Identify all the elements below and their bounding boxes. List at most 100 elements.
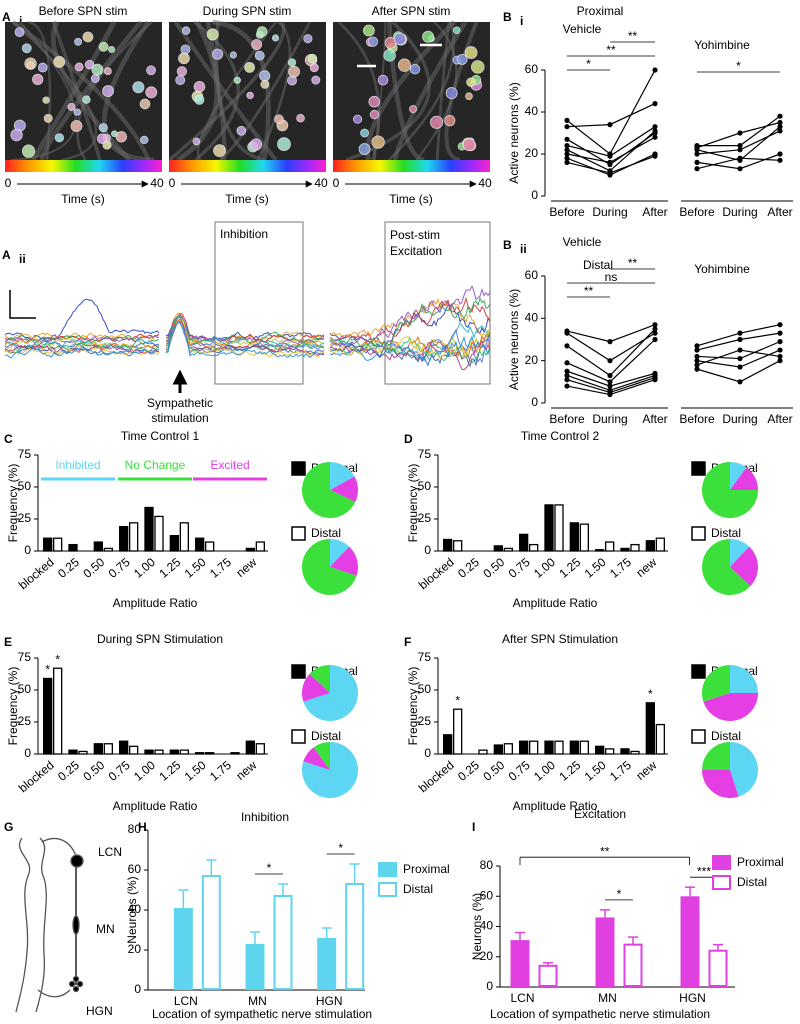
legend-label: Proximal bbox=[737, 855, 784, 869]
cell bbox=[103, 67, 112, 76]
panel-sub: i bbox=[19, 14, 22, 28]
y-axis-label: Active neurons (%) bbox=[507, 289, 521, 390]
legend-swatch bbox=[378, 862, 397, 877]
bar bbox=[645, 702, 655, 755]
chart-title: Inhibition bbox=[241, 810, 289, 824]
panel-letter: C bbox=[4, 432, 13, 446]
cell bbox=[84, 59, 95, 70]
bar bbox=[345, 883, 365, 990]
stim-label: stimulation bbox=[151, 411, 208, 425]
significance-label: * bbox=[338, 841, 343, 855]
cell bbox=[175, 75, 186, 86]
legend-swatch bbox=[712, 855, 731, 870]
trace bbox=[165, 316, 325, 352]
cell bbox=[422, 30, 435, 43]
x-tick-label: 0.75 bbox=[506, 758, 533, 784]
panel-letter: A bbox=[2, 10, 11, 24]
cell bbox=[309, 63, 319, 73]
x-tick-label: Before bbox=[679, 205, 715, 219]
subject-point bbox=[777, 124, 783, 130]
cell bbox=[176, 66, 188, 77]
bar bbox=[255, 541, 265, 552]
x-tick-label: 0.75 bbox=[106, 555, 133, 581]
subject-point bbox=[652, 124, 658, 130]
x-tick-label: 1.25 bbox=[156, 758, 183, 784]
cell bbox=[146, 65, 156, 76]
significance-label: * bbox=[648, 687, 653, 701]
cell bbox=[192, 137, 201, 146]
bar bbox=[655, 537, 665, 552]
subject-point bbox=[737, 130, 743, 136]
x-tick-label: 1.25 bbox=[556, 758, 583, 784]
significance-label: * bbox=[455, 693, 460, 707]
legend-swatch bbox=[691, 664, 706, 679]
bar bbox=[620, 748, 630, 755]
pie-slice bbox=[330, 462, 355, 490]
subject-point bbox=[652, 336, 658, 343]
cell bbox=[259, 70, 271, 82]
x-tick-label: Before bbox=[549, 205, 585, 219]
bar bbox=[179, 522, 189, 552]
y-tick-label: 60 bbox=[525, 62, 539, 76]
pie-slice bbox=[313, 742, 330, 770]
x-tick-label: LCN bbox=[174, 994, 198, 1008]
significance-label: ** bbox=[606, 43, 616, 57]
y-tick-label: 75 bbox=[418, 650, 432, 664]
subject-point bbox=[652, 326, 658, 332]
group-name: Yohimbine bbox=[694, 38, 750, 52]
y-axis-label: Active neurons (%) bbox=[507, 82, 521, 183]
bar bbox=[68, 543, 78, 552]
y-tick-label: 40 bbox=[128, 902, 142, 916]
ganglion bbox=[70, 854, 84, 868]
legend-label: Distal bbox=[711, 526, 741, 540]
legend-swatch bbox=[691, 461, 706, 476]
cell bbox=[43, 113, 53, 123]
subject-point bbox=[737, 355, 743, 362]
cell bbox=[397, 58, 412, 72]
cell bbox=[358, 143, 371, 155]
bar bbox=[544, 740, 554, 755]
y-axis-label: Neurons (%) bbox=[470, 893, 484, 960]
x-tick-label: 0.25 bbox=[455, 758, 482, 784]
x-tick-label: 1.75 bbox=[207, 758, 234, 784]
bar bbox=[129, 745, 139, 755]
subject-line bbox=[566, 69, 656, 155]
x-axis-label: Location of sympathetic nerve stimulatio… bbox=[490, 1007, 710, 1021]
cell bbox=[82, 95, 91, 104]
subject-point bbox=[564, 343, 570, 349]
tissue-fiber bbox=[11, 20, 151, 161]
subject-point bbox=[607, 170, 613, 176]
cell bbox=[181, 26, 191, 35]
cell bbox=[256, 26, 268, 37]
x-tick-label: HGN bbox=[679, 991, 706, 1005]
significance-label: ** bbox=[628, 29, 638, 43]
cell bbox=[409, 64, 421, 75]
bar bbox=[173, 908, 193, 990]
legend-swatch bbox=[291, 664, 306, 679]
y-axis-label: Frequency (%) bbox=[6, 667, 20, 746]
subject-point bbox=[777, 353, 783, 360]
x-tick-label: HGN bbox=[316, 994, 343, 1008]
subject-point bbox=[694, 366, 700, 372]
bar bbox=[255, 743, 265, 755]
cell bbox=[21, 144, 36, 158]
x-tick-label: blocked bbox=[16, 758, 57, 795]
colorbar bbox=[333, 160, 490, 172]
trace bbox=[4, 347, 160, 359]
pie-slice bbox=[730, 546, 759, 587]
pie-slice bbox=[303, 665, 359, 722]
significance-label: * bbox=[586, 57, 591, 71]
tissue-fiber bbox=[51, 21, 102, 161]
pie-slice bbox=[702, 462, 758, 518]
x-tick-label: 1.00 bbox=[531, 555, 558, 581]
pie-slice bbox=[702, 539, 751, 595]
x-tick-label: 1.75 bbox=[607, 555, 634, 581]
chart-title: During SPN Stimulation bbox=[97, 632, 223, 646]
x-tick-label: blocked bbox=[416, 555, 457, 592]
bar bbox=[129, 522, 139, 552]
cell bbox=[444, 115, 456, 127]
panel-letter: F bbox=[404, 635, 411, 649]
subject-point bbox=[564, 159, 570, 165]
significance-label: * bbox=[617, 887, 622, 901]
